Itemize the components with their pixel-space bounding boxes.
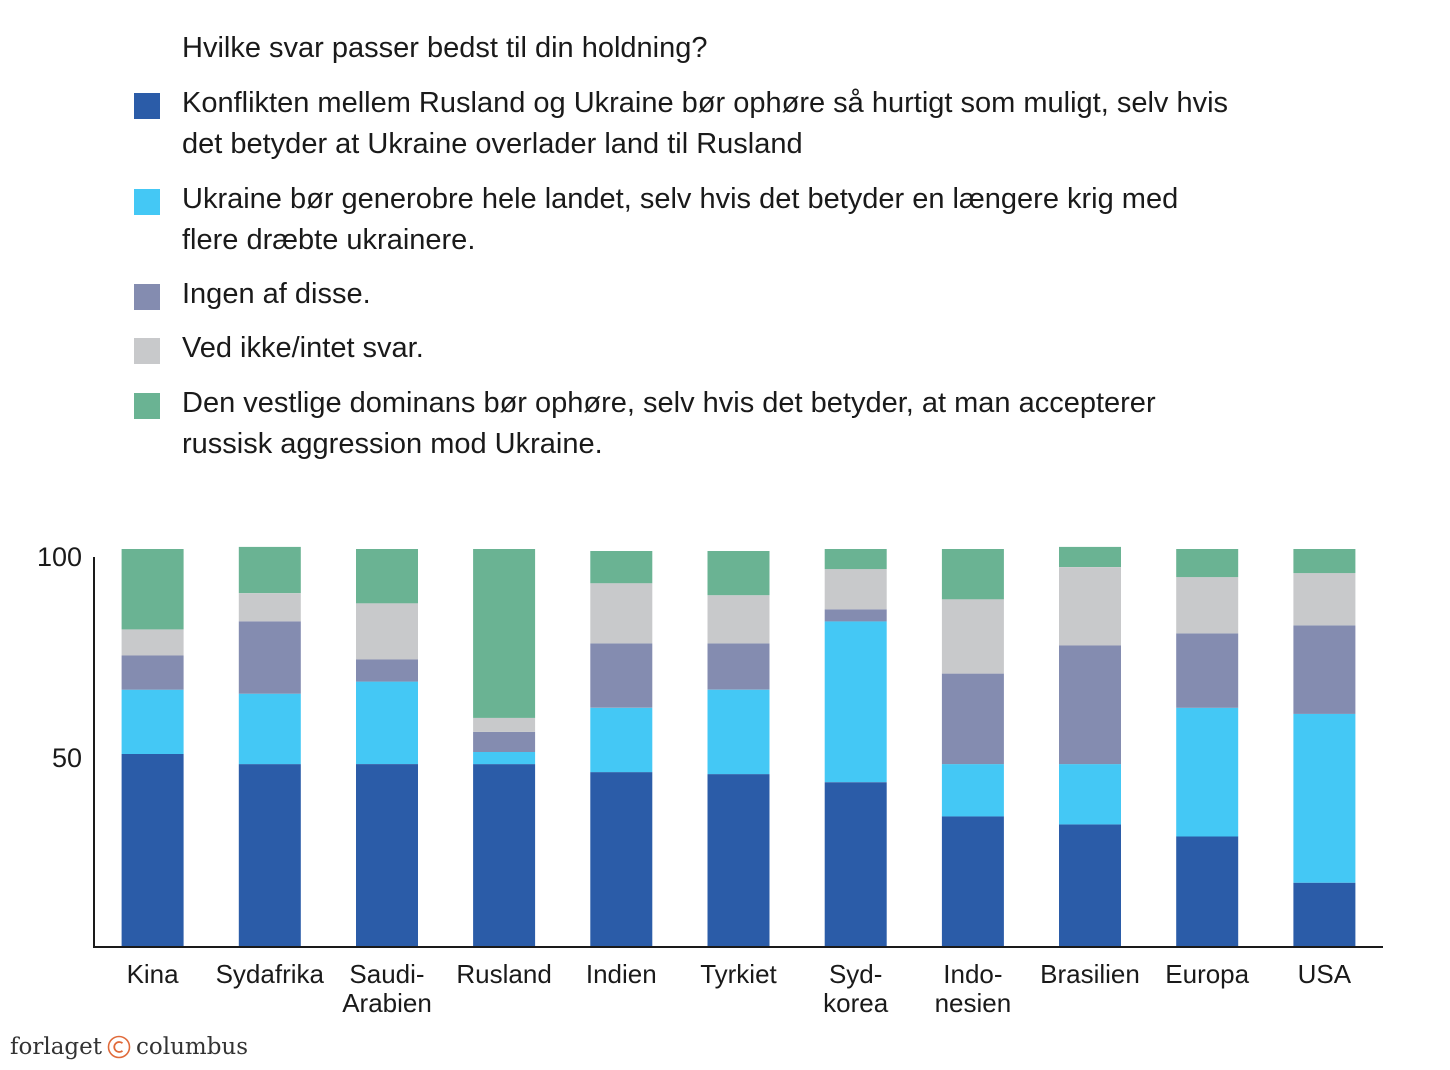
x-tick-label: Brasilien [1040, 959, 1140, 989]
bar-segment-1 [1176, 836, 1239, 947]
bar-segment-3 [590, 643, 653, 708]
copyright-c-icon [107, 1035, 131, 1059]
legend-label: Konflikten mellem Rusland og Ukraine bør… [182, 87, 1229, 160]
bar-segment-2 [1176, 707, 1239, 837]
bar-segment-2 [238, 693, 301, 765]
x-tick-label: Kina [127, 959, 180, 989]
bar-segment-2 [824, 621, 887, 783]
bar-segment-2 [590, 707, 653, 773]
x-tick-label: Indien [586, 959, 657, 989]
bar-segment-4 [1059, 567, 1121, 646]
bar-segment-5 [1176, 549, 1239, 578]
bar-segment-3 [824, 609, 887, 622]
bar-segment-1 [1059, 824, 1121, 947]
brand-name-right: columbus [136, 1034, 249, 1060]
legend-swatch [134, 393, 160, 419]
x-tick-labels: Kina Sydafrika Saudi-Arabien Rusland Indien T… [127, 959, 1352, 1018]
bar-segment-4 [941, 599, 1004, 674]
bar-segment-5 [707, 551, 770, 596]
legend-swatch [134, 93, 160, 119]
bar-segment-1 [707, 774, 770, 947]
x-tick-label: Sydafrika [216, 959, 325, 989]
bar-segment-3 [356, 659, 418, 682]
x-tick-label: Rusland [456, 959, 551, 989]
bar-segment-3 [1293, 625, 1356, 714]
bar-segment-2 [356, 681, 418, 764]
bar-segment-4 [824, 569, 887, 610]
bar-segment-3 [941, 673, 1004, 765]
bar-segment-3 [473, 731, 536, 752]
legend-label: Ingen af disse. [182, 278, 371, 310]
bar-segment-4 [356, 603, 418, 660]
publisher-logo: forlaget columbus [10, 1034, 248, 1060]
bar-segment-1 [121, 754, 184, 947]
bar-segment-4 [1293, 573, 1356, 626]
x-tick-label: Tyrkiet [700, 959, 777, 989]
bar-segment-5 [473, 549, 536, 718]
bar-segment-1 [1293, 882, 1356, 947]
bar-segment-5 [1293, 549, 1356, 574]
y-tick-label: 50 [52, 743, 82, 773]
bar-segment-5 [824, 549, 887, 570]
bar-segment-2 [473, 752, 536, 765]
bar-segment-4 [473, 717, 536, 732]
bar-segment-5 [121, 549, 184, 630]
bar-segment-1 [941, 816, 1004, 947]
bar-segment-5 [590, 551, 653, 584]
bar-segment-5 [941, 549, 1004, 600]
x-tick-label: USA [1298, 959, 1352, 989]
bar-segment-4 [590, 583, 653, 644]
bar-segment-2 [121, 689, 184, 754]
bar-segment-3 [1176, 633, 1239, 708]
legend-swatch [134, 284, 160, 310]
legend-title: Hvilke svar passer bedst til din holdnin… [182, 32, 708, 64]
bar-segment-3 [1059, 645, 1121, 765]
bar-segment-1 [356, 764, 418, 947]
bar-segment-3 [707, 643, 770, 690]
bar-segment-5 [356, 549, 418, 604]
bar-segment-1 [824, 782, 887, 947]
bar-segment-2 [1293, 713, 1356, 883]
y-tick-label: 100 [37, 542, 82, 572]
x-tick-label: Europa [1165, 959, 1249, 989]
bar-segment-4 [1176, 577, 1239, 634]
bar-segment-5 [238, 546, 301, 594]
stacked-bar-chart: 100 50 Kina Sydafrika Saudi-Arabien Rusland I… [37, 542, 1383, 1018]
legend-swatch [134, 189, 160, 215]
legend-label: Den vestlige dominans bør ophøre, selv h… [182, 387, 1156, 460]
bar-segment-4 [238, 593, 301, 622]
bar-segment-2 [1059, 764, 1121, 825]
legend-label: Ukraine bør generobre hele landet, selv … [182, 183, 1179, 256]
x-tick-label: Indo-nesien [935, 959, 1012, 1018]
bar-segment-4 [121, 629, 184, 656]
bar-segment-1 [473, 764, 536, 947]
bar-segment-1 [238, 764, 301, 947]
bar-segment-2 [707, 689, 770, 775]
bar-segment-1 [590, 772, 653, 947]
bars-group [121, 546, 1356, 947]
x-tick-label: Syd-korea [823, 959, 889, 1018]
brand-name-left: forlaget [10, 1034, 102, 1060]
legend-label: Ved ikke/intet svar. [182, 332, 424, 364]
bar-segment-5 [1059, 546, 1121, 567]
bar-segment-3 [238, 621, 301, 694]
legend-swatch [134, 338, 160, 364]
bar-segment-3 [121, 655, 184, 690]
y-tick-labels: 100 50 [37, 542, 82, 773]
x-tick-label: Saudi-Arabien [342, 959, 432, 1018]
bar-segment-2 [941, 764, 1004, 817]
bar-segment-4 [707, 595, 770, 644]
